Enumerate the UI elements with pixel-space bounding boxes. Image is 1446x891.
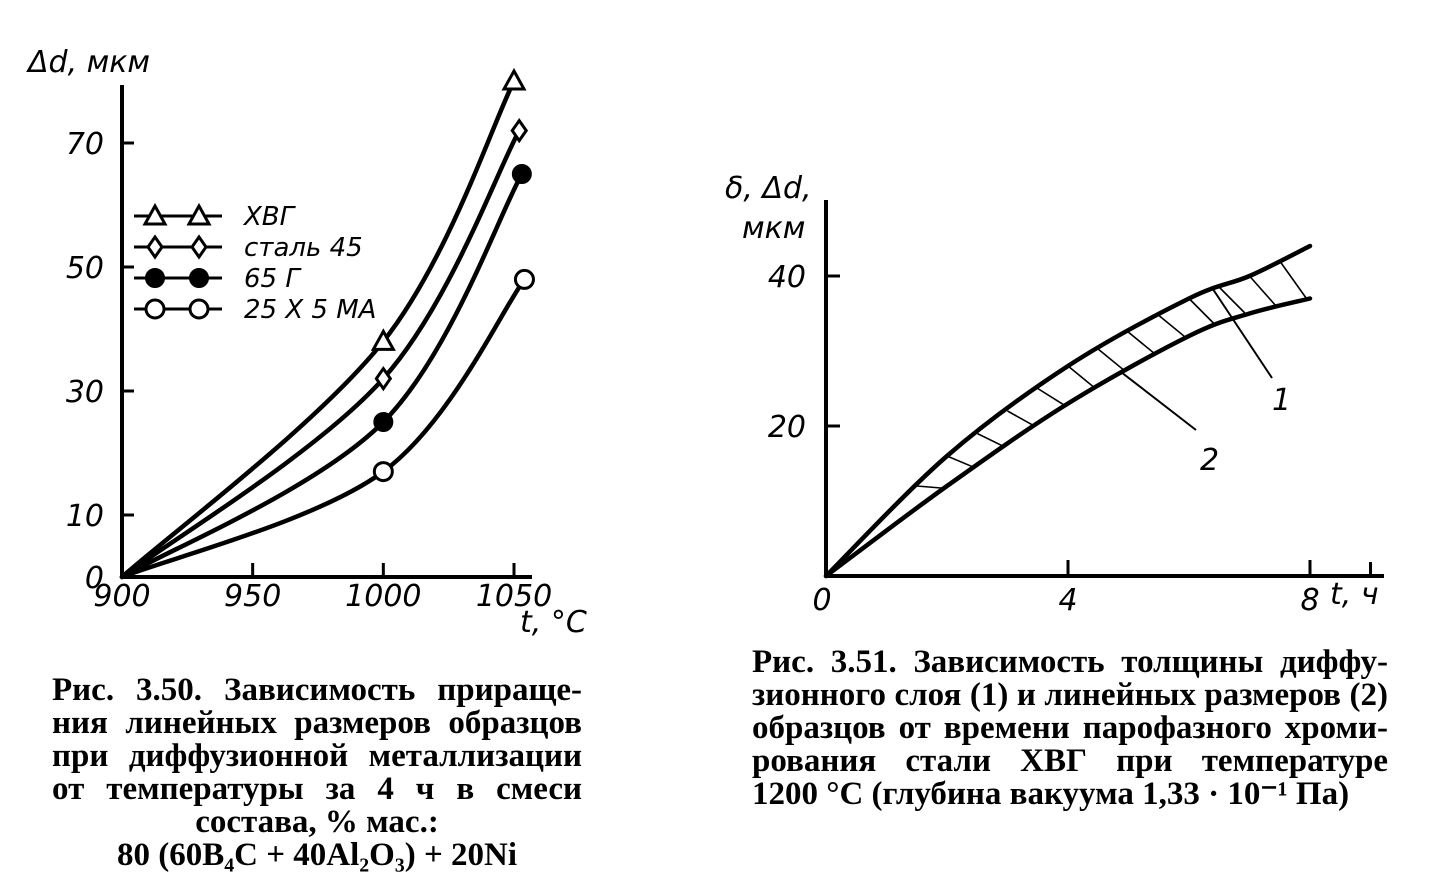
chart1-x-tick-label: 1050 bbox=[476, 579, 552, 614]
chart1-legend-label: сталь 45 bbox=[244, 233, 363, 263]
chart2-hatch-line bbox=[1280, 261, 1307, 299]
chart2-hatch-line bbox=[947, 456, 974, 467]
chart1-data-point bbox=[513, 165, 531, 183]
chart2-curve-label: 1 bbox=[1272, 383, 1291, 418]
chart1-legend-label: ХВГ bbox=[242, 202, 297, 232]
chart1-ylabel: Δd, мкм bbox=[26, 45, 150, 80]
caption-fig-3-51: Рис. 3.51. Зависимость толщины диффу- зи… bbox=[752, 646, 1388, 811]
chart1-x-tick-label: 1000 bbox=[345, 579, 421, 614]
chart2-series-line bbox=[826, 246, 1310, 576]
chart2-band: 12 bbox=[826, 246, 1310, 576]
chart1-y-tick-label: 70 bbox=[66, 127, 104, 162]
chart1-y-tick-label: 30 bbox=[66, 375, 104, 410]
chart2-ticks: 0 4 8 20 40 bbox=[768, 260, 1371, 618]
caption1-line: при диффузионной металлизации bbox=[52, 740, 582, 773]
chart2-hatch-line bbox=[1098, 349, 1125, 371]
chart2-hatch-line bbox=[1159, 315, 1186, 337]
chart2-hatch-line bbox=[1068, 366, 1095, 388]
caption2-line: рования стали ХВГ при температуре bbox=[752, 745, 1388, 778]
chart2-ylabel-line2: мкм bbox=[742, 211, 805, 246]
chart2-curve-label: 2 bbox=[1200, 443, 1219, 478]
chart2-x-tick-label: 4 bbox=[1058, 583, 1077, 618]
chart2-hatch-line bbox=[917, 486, 944, 488]
chart1-legend-marker bbox=[190, 269, 208, 287]
chart1-data-point bbox=[515, 270, 533, 288]
chart1-y-tick-label: 0 bbox=[85, 561, 104, 596]
chart2-hatch-line bbox=[977, 434, 1004, 447]
caption1-formula: 80 (60B₄C + 40Al₂O₃) + 20Ni bbox=[52, 839, 582, 872]
chart2-x-tick-label: 8 bbox=[1300, 583, 1319, 618]
chart1-legend-marker bbox=[148, 237, 162, 257]
chart2-hatch-line bbox=[1250, 276, 1277, 307]
chart1-legend-marker bbox=[192, 237, 206, 257]
chart2-leader-line bbox=[1122, 373, 1196, 430]
chart1-data-point bbox=[504, 71, 524, 89]
caption1-line: состава, % мас.: bbox=[52, 806, 582, 839]
chart2-xlabel: t, ч bbox=[1330, 577, 1379, 612]
caption1-line: Рис. 3.50. Зависимость прираще- bbox=[52, 674, 582, 707]
chart2-hatch-line bbox=[1008, 411, 1035, 426]
caption1-line: ния линейных размеров образцов bbox=[52, 707, 582, 740]
chart1-legend-marker bbox=[190, 300, 208, 318]
caption2-line: Рис. 3.51. Зависимость толщины диффу- bbox=[752, 646, 1388, 679]
chart1-series-line bbox=[122, 81, 514, 577]
chart1-data-point bbox=[374, 463, 392, 481]
caption2-line: зионного слоя (1) и линейных размеров (2… bbox=[752, 679, 1388, 712]
chart1-legend-marker bbox=[146, 300, 164, 318]
chart1-y-tick-label: 10 bbox=[66, 499, 104, 534]
caption-fig-3-50: Рис. 3.50. Зависимость прираще- ния лине… bbox=[52, 674, 582, 872]
chart2-leader-line bbox=[1213, 290, 1272, 379]
chart2-hatch-line bbox=[1038, 389, 1065, 406]
caption2-line: образцов от времени парофазного хроми- bbox=[752, 712, 1388, 745]
chart1-series-line bbox=[122, 131, 519, 577]
chart2-hatch-line bbox=[1219, 287, 1246, 314]
chart2-series-line bbox=[826, 299, 1310, 577]
chart1-x-tick-label: 950 bbox=[224, 579, 281, 614]
chart2-hatch-line bbox=[1189, 299, 1216, 326]
caption1-line: от температуры за 4 ч в смеси bbox=[52, 773, 582, 806]
chart2-hatch-line bbox=[1129, 332, 1156, 354]
chart2-y-tick-label: 20 bbox=[768, 410, 806, 445]
caption2-line: 1200 °С (глубина вакуума 1,33 · 10⁻¹ Па) bbox=[752, 778, 1388, 811]
chart1-legend-label: 65 Г bbox=[244, 264, 302, 294]
chart1-legend-marker bbox=[146, 269, 164, 287]
chart1-y-tick-label: 50 bbox=[66, 251, 104, 286]
chart2-x-tick-label: 0 bbox=[812, 583, 831, 618]
chart1-legend-label: 25 Х 5 МА bbox=[244, 295, 376, 325]
chart2-ylabel-line1: δ, Δd, bbox=[725, 171, 812, 206]
chart1-data-point bbox=[374, 413, 392, 431]
chart2-y-tick-label: 40 bbox=[768, 260, 806, 295]
